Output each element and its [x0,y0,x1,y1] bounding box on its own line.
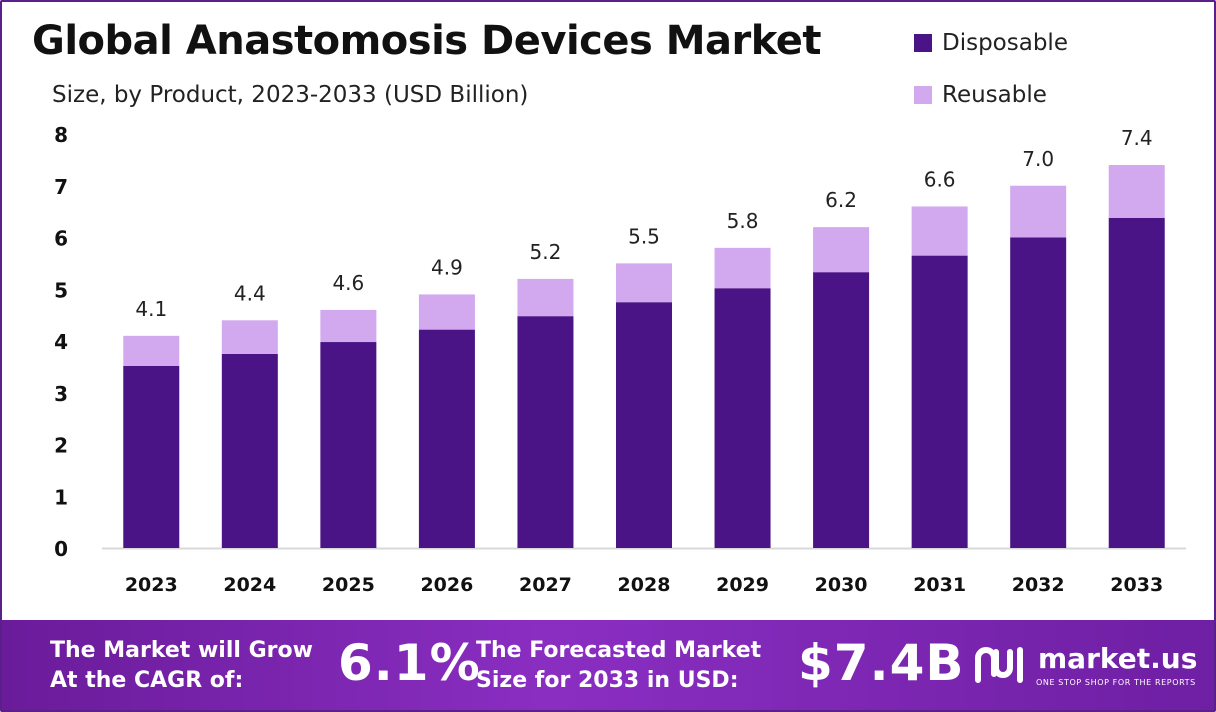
legend-item-reusable: Reusable [914,78,1068,112]
cagr-label: The Market will Grow At the CAGR of: [50,636,313,696]
bar-disposable [517,316,574,548]
total-data-label: 5.5 [628,224,660,248]
legend-swatch-disposable [914,34,932,52]
x-tick-label: 2025 [322,574,375,596]
x-tick-label: 2030 [815,574,868,596]
bar-reusable [1108,165,1165,218]
bar-reusable [1010,185,1067,238]
bar-disposable [1108,217,1165,548]
x-tick-label: 2027 [519,574,572,596]
bar-reusable [714,247,771,289]
market-us-logo-icon [975,647,1023,683]
bar-reusable [911,206,968,256]
bar-chart: 0 1 2 3 4 5 6 7 8 4.1 2023 4.4 2024 4.6 2025 4.9 2026 5.2… [54,123,1186,596]
x-tick-label: 2033 [1110,574,1163,596]
x-tick-label: 2028 [618,574,671,596]
total-data-label: 7.0 [1022,147,1054,171]
bar-disposable [320,342,377,548]
y-tick-label: 4 [54,330,68,354]
bar-reusable [123,335,180,366]
bar-disposable [911,255,968,549]
chart-title: Global Anastomosis Devices Market [32,18,822,64]
bar-reusable [418,294,475,330]
footer-banner: The Market will Grow At the CAGR of: 6.1… [2,620,1214,710]
total-data-label: 7.4 [1121,126,1153,150]
forecast-label: The Forecasted Market Size for 2033 in U… [476,636,761,696]
bar-reusable [517,278,574,317]
x-tick-label: 2032 [1012,574,1065,596]
y-tick-label: 7 [54,175,68,199]
cagr-label-line2: At the CAGR of: [50,668,244,693]
forecast-value: $7.4B [798,634,965,692]
bar-reusable [813,227,870,273]
forecast-label-line2: Size for 2033 in USD: [476,668,739,693]
y-tick-label: 2 [54,434,68,458]
bar-reusable [616,263,672,303]
y-tick-label: 8 [54,123,68,147]
bar-disposable [221,353,278,548]
total-data-label: 5.8 [727,209,759,233]
y-tick-label: 6 [54,227,68,251]
total-data-label: 4.9 [431,255,463,279]
cagr-value: 6.1% [338,634,481,692]
bar-disposable [813,272,870,548]
total-data-label: 5.2 [530,240,562,264]
total-data-label: 6.2 [825,188,857,212]
legend-swatch-reusable [914,86,932,104]
y-tick-label: 1 [54,485,68,509]
y-tick-label: 5 [54,278,68,302]
bar-disposable [714,288,771,548]
brand-tagline: ONE STOP SHOP FOR THE REPORTS [1036,678,1196,687]
brand-name: market.us [1038,642,1198,675]
total-data-label: 4.1 [135,297,167,321]
y-tick-label: 0 [54,537,68,561]
y-tick-label: 3 [54,382,68,406]
cagr-label-line1: The Market will Grow [50,638,313,663]
x-tick-label: 2026 [420,574,473,596]
bar-disposable [616,302,672,548]
bar-disposable [1010,237,1067,548]
x-tick-label: 2024 [223,574,276,596]
total-data-label: 6.6 [924,167,956,191]
bar-disposable [418,329,475,548]
legend-item-disposable: Disposable [914,26,1068,60]
legend: Disposable Reusable [914,26,1068,130]
bar-reusable [320,309,377,343]
total-data-label: 4.4 [234,281,266,305]
x-tick-label: 2029 [716,574,769,596]
x-tick-label: 2023 [125,574,178,596]
chart-subtitle: Size, by Product, 2023-2033 (USD Billion… [52,82,529,108]
bar-disposable [123,365,180,548]
total-data-label: 4.6 [332,271,364,295]
x-tick-label: 2031 [913,574,966,596]
bar-reusable [221,320,278,354]
legend-label-reusable: Reusable [942,82,1047,108]
legend-label-disposable: Disposable [942,30,1068,56]
forecast-label-line1: The Forecasted Market [476,638,762,663]
